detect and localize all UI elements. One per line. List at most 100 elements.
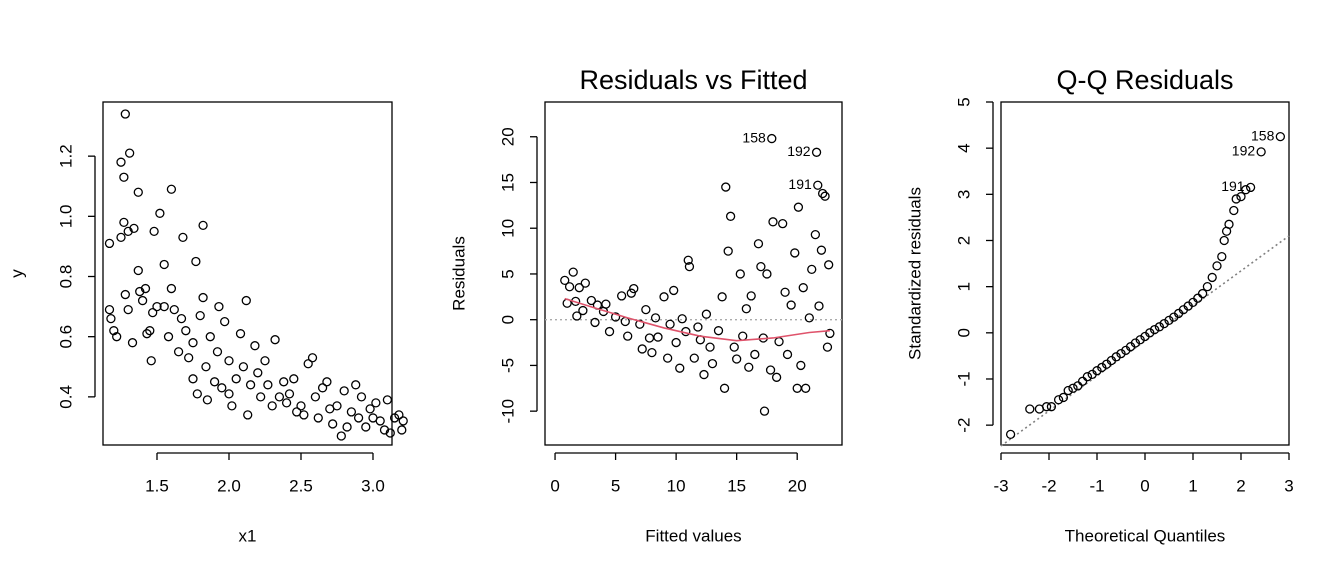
point bbox=[1217, 252, 1227, 262]
point bbox=[1224, 219, 1234, 229]
point bbox=[1197, 288, 1208, 299]
point bbox=[217, 383, 227, 393]
point bbox=[245, 380, 256, 390]
point-label: 192 bbox=[1232, 143, 1256, 159]
point bbox=[1145, 328, 1155, 338]
y-tick-label: 1 bbox=[954, 282, 973, 291]
point bbox=[212, 347, 223, 357]
plot-frame bbox=[544, 101, 843, 446]
point bbox=[721, 182, 731, 192]
y-tick-label: -5 bbox=[498, 358, 517, 373]
point bbox=[717, 292, 727, 302]
point bbox=[106, 313, 116, 324]
point bbox=[701, 309, 712, 319]
point bbox=[159, 301, 169, 312]
point bbox=[574, 283, 584, 293]
point bbox=[375, 416, 385, 426]
point bbox=[644, 333, 655, 343]
point bbox=[1275, 131, 1286, 142]
point bbox=[798, 283, 808, 293]
point bbox=[663, 353, 673, 363]
point bbox=[281, 398, 292, 408]
point bbox=[822, 342, 833, 352]
point bbox=[725, 211, 736, 221]
point bbox=[750, 349, 760, 360]
point bbox=[224, 389, 234, 399]
point bbox=[626, 288, 636, 298]
point bbox=[665, 319, 675, 329]
point bbox=[256, 392, 266, 402]
y-tick-label: 1.0 bbox=[56, 205, 75, 229]
point bbox=[184, 353, 194, 363]
point bbox=[1212, 261, 1222, 271]
point bbox=[729, 342, 739, 352]
point bbox=[1149, 324, 1160, 335]
point bbox=[684, 261, 695, 272]
point bbox=[1130, 338, 1141, 348]
y-tick-label: 10 bbox=[498, 219, 517, 238]
point bbox=[214, 301, 224, 312]
point bbox=[590, 317, 600, 328]
point bbox=[155, 208, 165, 218]
point bbox=[339, 386, 349, 396]
point bbox=[1025, 404, 1035, 414]
point bbox=[1241, 185, 1251, 195]
point bbox=[560, 275, 570, 286]
point bbox=[572, 311, 582, 321]
point bbox=[1077, 376, 1088, 386]
point bbox=[653, 332, 663, 342]
point bbox=[746, 291, 756, 301]
y-tick-label: -2 bbox=[954, 418, 973, 433]
x-tick-label: 0 bbox=[550, 476, 559, 495]
point bbox=[398, 416, 408, 426]
point bbox=[759, 406, 770, 416]
x-tick-label: 2.5 bbox=[289, 476, 313, 495]
x-tick-label: 2.0 bbox=[217, 476, 241, 495]
point bbox=[104, 238, 115, 249]
y-tick-label: -1 bbox=[954, 371, 973, 386]
point bbox=[1058, 392, 1069, 403]
point bbox=[202, 395, 213, 405]
point bbox=[133, 265, 143, 276]
x-tick-label: 1.5 bbox=[145, 476, 169, 495]
point bbox=[1116, 348, 1126, 359]
point bbox=[109, 326, 119, 336]
point bbox=[148, 307, 158, 318]
y-tick-label: 5 bbox=[498, 269, 517, 278]
point bbox=[1154, 322, 1165, 332]
point bbox=[1159, 318, 1169, 329]
point bbox=[774, 336, 784, 347]
point bbox=[353, 413, 364, 423]
point bbox=[637, 344, 647, 354]
point bbox=[825, 328, 835, 339]
y-tick-label: 3 bbox=[954, 190, 973, 199]
point bbox=[1207, 272, 1217, 283]
point bbox=[1219, 235, 1229, 246]
y-tick-label: 4 bbox=[954, 143, 973, 152]
point-label: 192 bbox=[787, 143, 811, 159]
point bbox=[629, 283, 639, 294]
point bbox=[284, 389, 295, 399]
point bbox=[116, 232, 126, 243]
point bbox=[394, 410, 404, 420]
point bbox=[623, 331, 633, 341]
point bbox=[1236, 191, 1246, 202]
x-tick-label: 2 bbox=[1236, 476, 1245, 495]
point bbox=[1063, 385, 1073, 396]
point bbox=[119, 217, 129, 228]
x-tick-label: 15 bbox=[727, 476, 746, 495]
point bbox=[1041, 402, 1052, 412]
point bbox=[792, 383, 802, 393]
point bbox=[307, 353, 318, 363]
x-tick-label: 10 bbox=[667, 476, 686, 495]
point bbox=[356, 392, 367, 402]
x-tick-label: 5 bbox=[611, 476, 620, 495]
point bbox=[1097, 362, 1107, 373]
point bbox=[145, 326, 155, 336]
point bbox=[810, 229, 821, 240]
point bbox=[310, 392, 321, 402]
point bbox=[564, 282, 575, 292]
point bbox=[120, 289, 130, 300]
point bbox=[669, 285, 679, 296]
